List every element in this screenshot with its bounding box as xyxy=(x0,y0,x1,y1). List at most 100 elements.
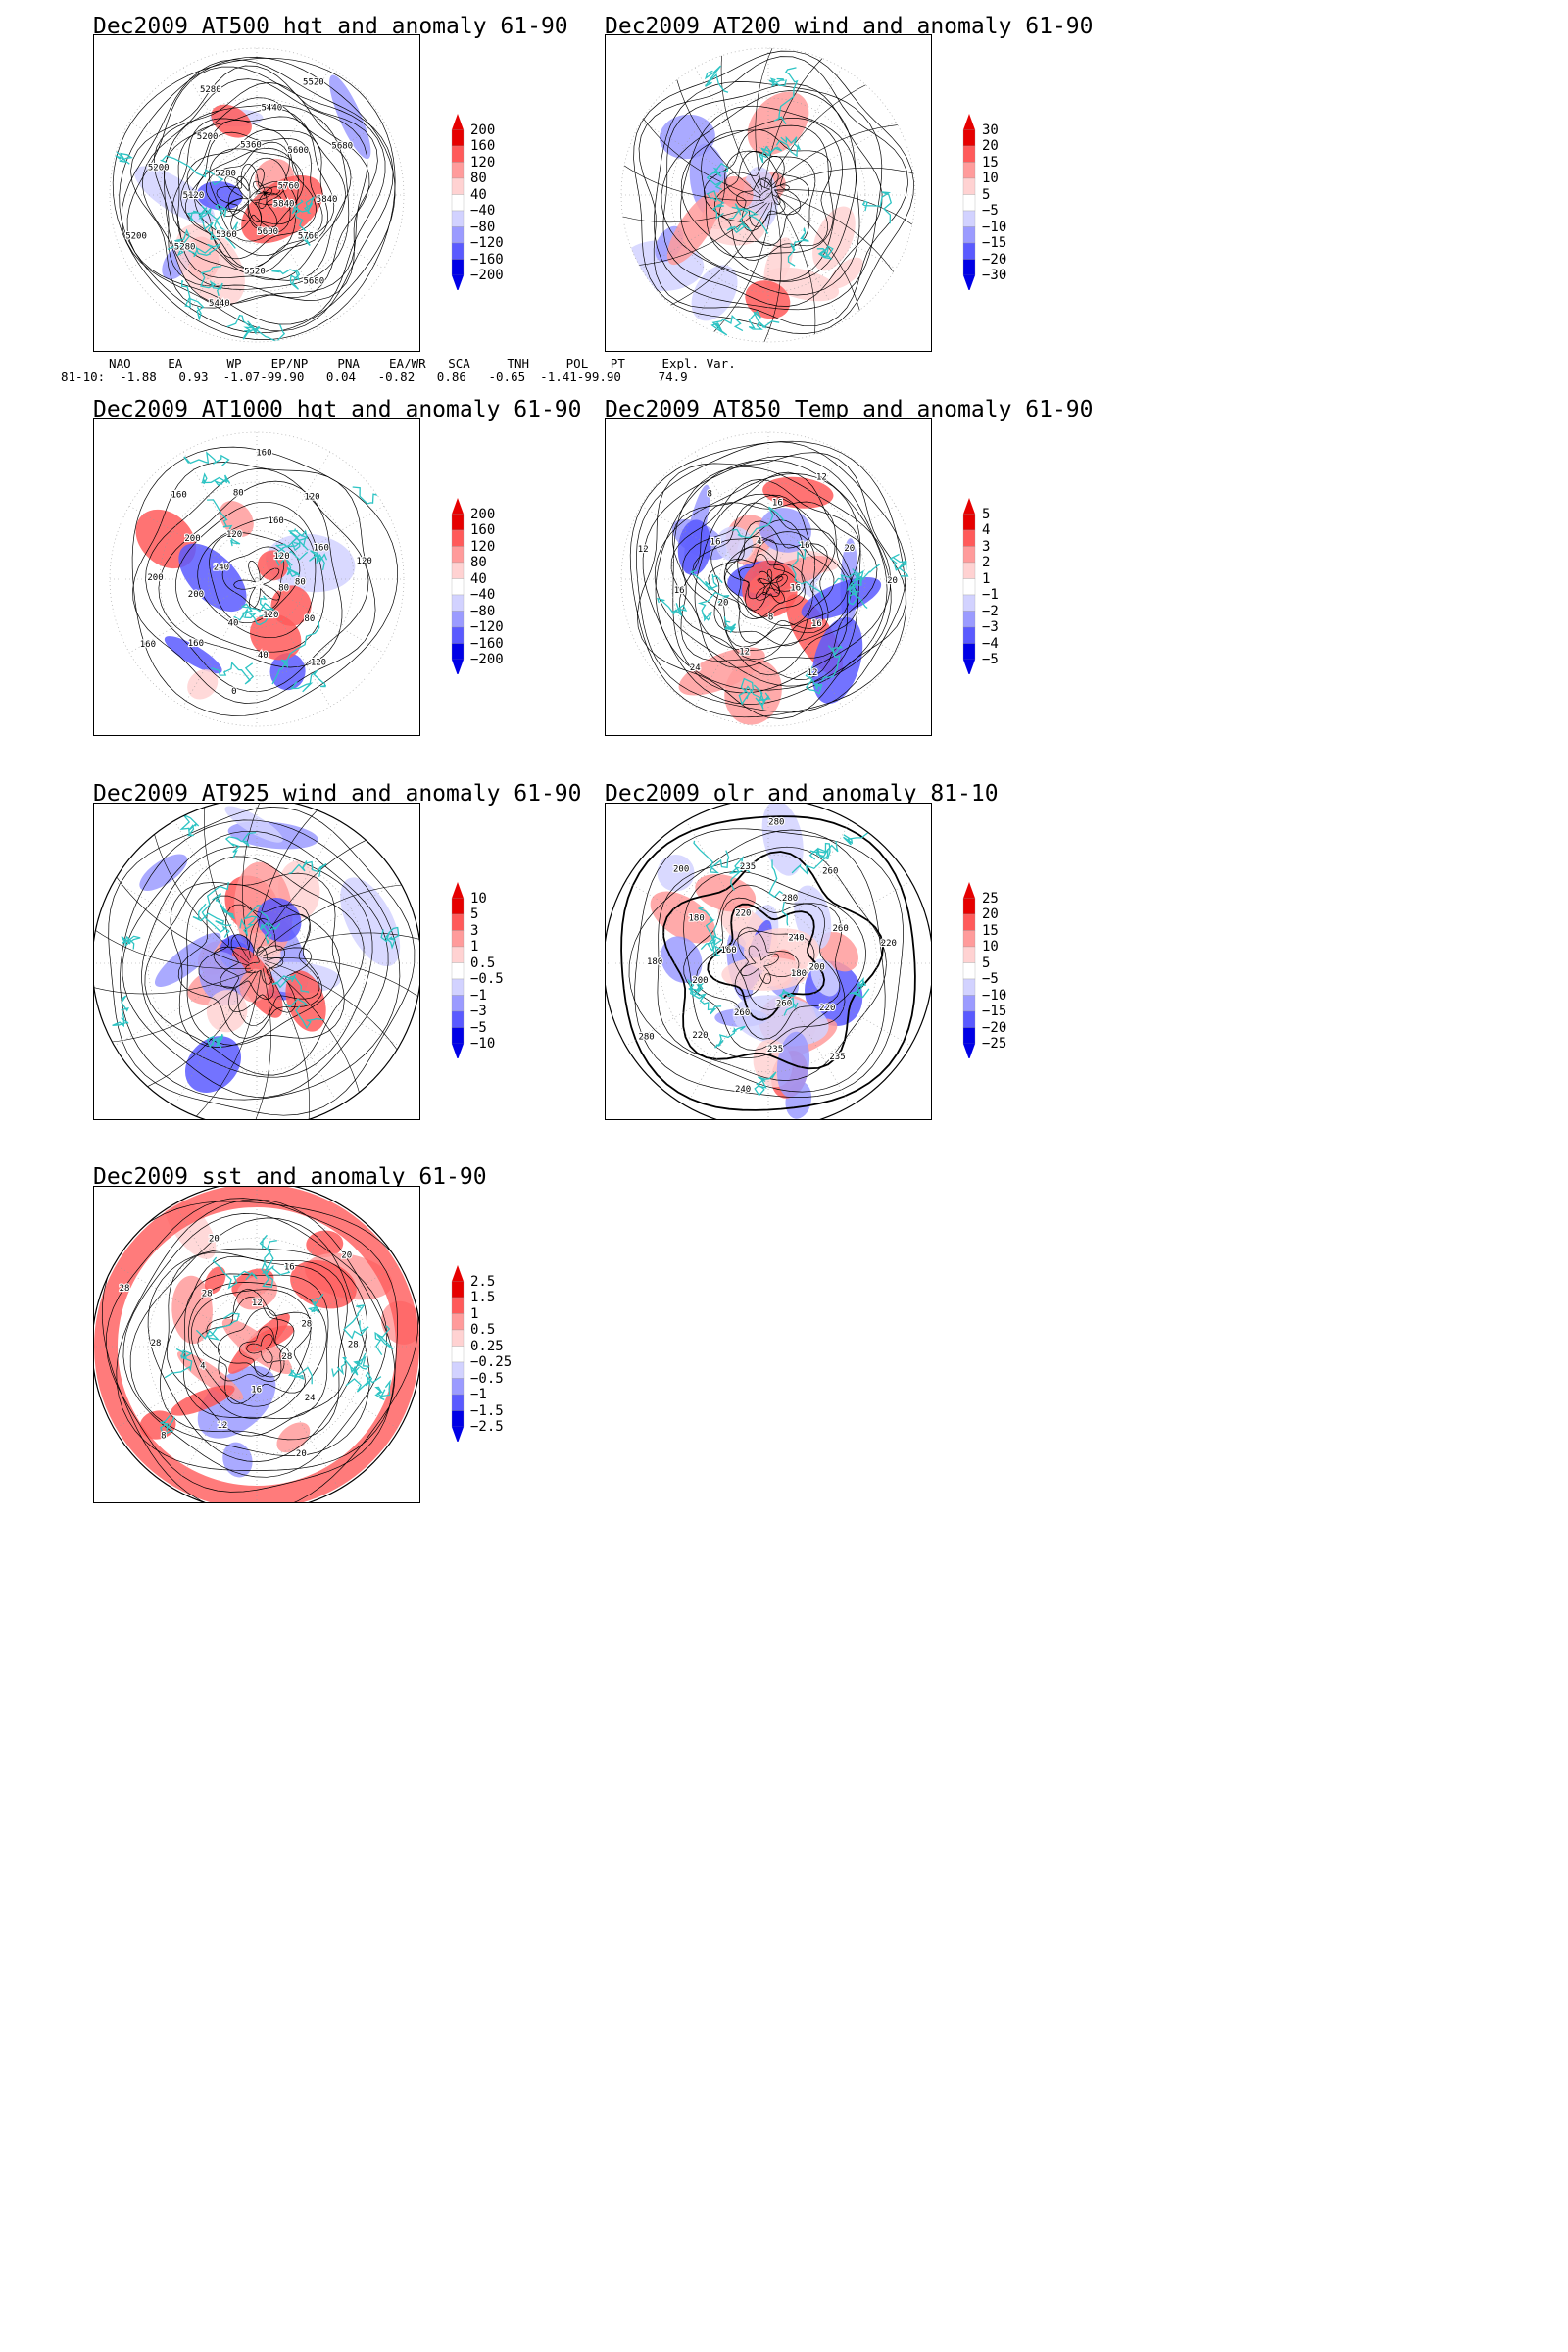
meridian-line xyxy=(685,820,852,1106)
anomaly-shading xyxy=(801,576,882,620)
meridian-line xyxy=(173,1203,340,1490)
contour-line xyxy=(736,177,786,227)
colorbar-tick-label: −10 xyxy=(982,987,1007,1004)
map-boundary-circle xyxy=(620,431,916,727)
colorbar-band xyxy=(962,594,976,612)
contour-line xyxy=(222,168,282,228)
teleconnection-index-values: 81-10: -1.88 0.93 -1.07-99.90 0.04 -0.82… xyxy=(61,369,688,384)
colorbar-tick-label: 3 xyxy=(982,538,991,555)
contour-line xyxy=(710,519,835,647)
colorbar-top-arrow xyxy=(963,498,975,514)
contour-label: 5200 xyxy=(148,163,170,172)
contour-line xyxy=(725,155,802,231)
contour-line xyxy=(233,560,280,610)
coastline xyxy=(112,148,134,165)
wind-streamline xyxy=(774,189,913,225)
colorbar-band xyxy=(451,1329,465,1347)
contour-line xyxy=(238,1326,290,1377)
contour-label: 5680 xyxy=(303,277,324,287)
colorbar-bottom-arrow xyxy=(963,1044,975,1060)
contour-line xyxy=(707,903,826,1021)
coastline xyxy=(758,145,783,164)
contour-label: 4 xyxy=(200,1361,205,1371)
colorbar-tick-label: −20 xyxy=(982,1019,1007,1036)
anomaly-shading xyxy=(759,508,811,553)
coastline xyxy=(224,831,257,858)
contour-line xyxy=(144,856,365,1076)
coastline xyxy=(309,550,328,571)
anomaly-shading xyxy=(270,653,306,691)
colorbar-band xyxy=(451,145,465,163)
contour-line xyxy=(129,1217,370,1456)
coastline xyxy=(291,529,309,552)
contour-line xyxy=(166,1255,347,1437)
contour-label: 180 xyxy=(689,913,705,923)
wind-streamline xyxy=(775,191,895,272)
colorbar-bottom-arrow xyxy=(452,275,464,292)
coastline xyxy=(754,1071,777,1097)
colorbar-band xyxy=(451,129,465,147)
contour-label: 80 xyxy=(304,614,315,624)
coastline xyxy=(212,1256,258,1290)
coastline xyxy=(247,320,286,342)
panel-title-at850: Dec2009 AT850 Temp and anomaly 61-90 xyxy=(605,397,1094,422)
contour-label: 5200 xyxy=(197,132,219,142)
colorbar-band xyxy=(962,978,976,996)
anomaly-shading xyxy=(211,104,252,138)
coastline xyxy=(259,910,281,945)
colorbar-tick-label: 2 xyxy=(982,555,991,570)
map-at1000: 80 80 120 120 40 0 40 160 160 200 200 240 200 160 120 8… xyxy=(93,418,420,736)
contour-label: 120 xyxy=(311,658,326,667)
coastline xyxy=(778,988,799,1016)
polar-map: 80 80 120 120 40 0 40 160 160 200 200 240 200 160 120 8… xyxy=(109,431,405,727)
colorbar-tick-label: 5 xyxy=(982,955,991,971)
meridian-line xyxy=(173,820,340,1106)
contour-line xyxy=(209,148,304,242)
colorbar-tick-label: −25 xyxy=(982,1036,1007,1052)
polar-map: 5840 5760 5680 5600 5520 5440 5360 5280 5200 5120… xyxy=(109,47,405,343)
contour-label: 5600 xyxy=(287,146,309,156)
contour-line xyxy=(672,471,878,680)
coastline xyxy=(187,242,221,258)
contour-label: 12 xyxy=(218,1421,228,1431)
contour-label: 5280 xyxy=(174,242,196,252)
contour-line xyxy=(757,568,784,596)
contour-line xyxy=(683,871,866,1058)
colorbar-band xyxy=(451,162,465,179)
contour-line xyxy=(147,1248,368,1462)
coastline xyxy=(380,926,400,950)
contour-label: 24 xyxy=(305,1394,316,1403)
wind-streamline xyxy=(775,194,860,311)
colorbar-band xyxy=(451,1361,465,1379)
colorbar-band xyxy=(962,242,976,260)
teleconnection-index-header: NAO EA WP EP/NP PNA EA/WR SCA TNH POL PT… xyxy=(94,356,736,370)
colorbar-band xyxy=(962,529,976,547)
contour-label: 0 xyxy=(231,687,236,697)
colorbar-band xyxy=(451,1010,465,1028)
colorbar-tick-label: −80 xyxy=(470,219,496,235)
contour-line xyxy=(217,1307,285,1378)
contour-label: 160 xyxy=(314,544,329,554)
coastline xyxy=(688,984,722,1015)
colorbar-graphic xyxy=(451,1265,465,1444)
colorbar-at925: 10 5 3 1 0.5 −0.5 −1 −3 −5 −10 xyxy=(449,882,508,1060)
coastline xyxy=(726,206,752,234)
colorbar-at1000: 200 160 120 80 40 −40 −80 −120 −160 −200 xyxy=(449,498,508,676)
contour-label: 28 xyxy=(301,1319,312,1329)
coastline xyxy=(199,265,223,297)
contour-label: 16 xyxy=(800,541,810,551)
coastline xyxy=(160,1415,175,1436)
colorbar-at500: 200 160 120 80 40 −40 −80 −120 −160 −200 xyxy=(449,114,508,292)
contour-label: 5440 xyxy=(261,104,282,114)
contour-line xyxy=(642,455,892,705)
colorbar-tick-label: −40 xyxy=(470,203,496,219)
contour-line xyxy=(672,466,892,694)
contour-line xyxy=(634,828,904,1098)
coastline xyxy=(849,976,870,999)
colorbar-bottom-arrow xyxy=(452,1044,464,1060)
meridian-line xyxy=(114,1263,400,1430)
contour-label: 200 xyxy=(809,962,825,972)
contour-line xyxy=(221,546,285,612)
colorbar-tick-label: −1 xyxy=(982,587,999,603)
colorbar-tick-label: −0.5 xyxy=(470,1370,504,1387)
